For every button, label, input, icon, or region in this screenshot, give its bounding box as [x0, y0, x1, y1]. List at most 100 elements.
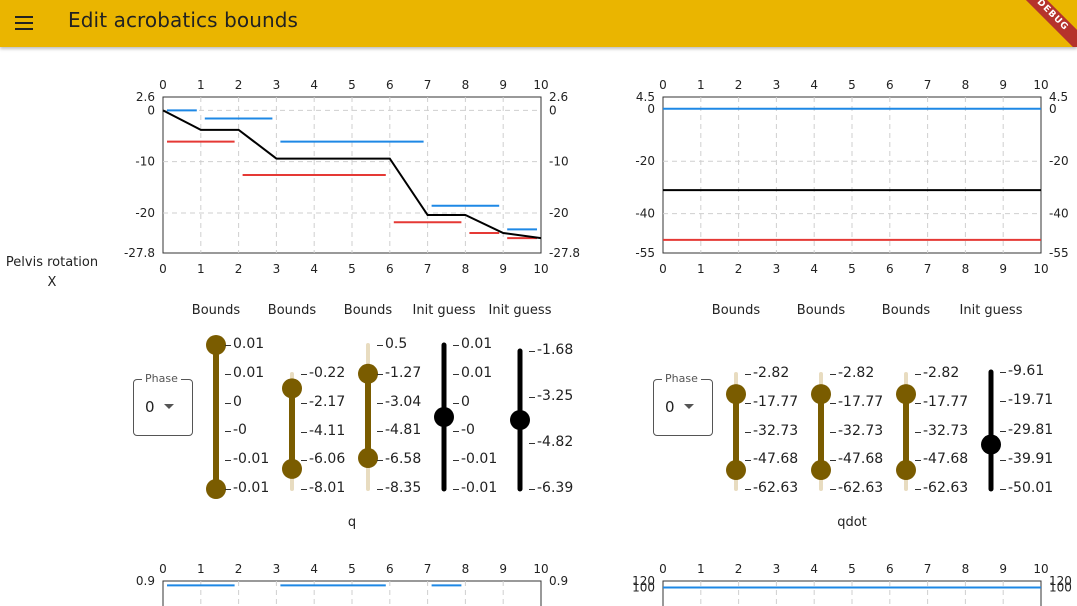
init-guess-line [162, 109, 542, 240]
slider-tick-mark [745, 489, 751, 490]
slider-title: Bounds [881, 303, 931, 318]
slider-tick-mark [830, 489, 836, 490]
slider-tick-label: -6.39 [537, 480, 574, 496]
slider-tick-mark [745, 431, 751, 433]
slider-tick-label: 0.01 [461, 364, 493, 381]
slider-track-area[interactable] [353, 330, 383, 504]
q-phase-dropdown[interactable]: Phase 0 [133, 372, 193, 436]
x-tick-label-top: 5 [348, 78, 356, 92]
slider-track-area[interactable] [806, 359, 836, 504]
slider-thumb-upper [896, 384, 916, 405]
x-tick-label-bottom: 4 [810, 262, 818, 276]
y-tick-label-left: -27.8 [124, 246, 155, 260]
slider-track-area[interactable] [891, 359, 921, 504]
plot-frame [662, 96, 1042, 254]
x-tick-label-top: 7 [424, 562, 432, 576]
slider-tick-label: -3.25 [537, 388, 574, 404]
slider-tick-label: -17.77 [923, 393, 969, 410]
y-tick-label-right: -40 [1049, 207, 1069, 221]
x-tick-label-top: 3 [273, 562, 281, 576]
y-tick-label-right: 4.5 [1049, 90, 1068, 104]
x-tick-label-bottom: 6 [386, 262, 394, 276]
slider-tick-label: -32.73 [753, 422, 799, 439]
slider-tick-mark [377, 373, 383, 375]
slider-tick-label: -29.81 [1008, 421, 1054, 438]
slider-thumb-lower [282, 458, 302, 479]
slider-thumb [981, 434, 1001, 455]
slider-tick-label: -0.01 [461, 451, 498, 468]
slider-tick-mark [529, 489, 535, 490]
x-tick-label-top: 4 [810, 78, 818, 92]
slider-tick-mark [453, 460, 459, 462]
x-tick-label-top: 9 [999, 562, 1007, 576]
slider-tick-label: -2.82 [838, 365, 875, 381]
slider-tick-label: -32.73 [923, 422, 969, 439]
phase-value: 0 [145, 398, 155, 416]
slider-thumb-lower [358, 448, 378, 469]
x-tick-label-bottom: 1 [697, 262, 705, 276]
row-label-line1: Pelvis rotation [5, 255, 99, 270]
x-tick-label-bottom: 4 [310, 262, 318, 276]
y-tick-label-left: -55 [635, 246, 655, 260]
slider-track-area[interactable] [429, 330, 459, 504]
slider-track-area[interactable] [505, 336, 535, 504]
slider-tick-label: -9.61 [1008, 363, 1045, 379]
slider-tick-label: -0.01 [461, 480, 498, 496]
slider-tick-label: -17.77 [838, 393, 884, 410]
slider-tick-mark [377, 431, 383, 433]
y-tick-label-right: -27.8 [549, 246, 580, 260]
y-tick-label-left: 4.5 [636, 90, 655, 104]
x-tick-label-top: 9 [999, 78, 1007, 92]
x-tick-label-top: 1 [197, 78, 205, 92]
slider-tick-mark [225, 431, 231, 433]
slider-track-area[interactable] [721, 359, 751, 504]
slider-thumb-upper [206, 335, 226, 355]
slider-tick-label: -0.01 [233, 480, 270, 496]
x-tick-label-top: 2 [735, 78, 743, 92]
slider-tick-label: -47.68 [923, 451, 969, 468]
slider-track-area[interactable] [277, 359, 307, 504]
slider-thumb-upper [811, 384, 831, 405]
slider-tick-mark [225, 489, 231, 490]
y-tick-label-right: -55 [1049, 246, 1069, 260]
slider-thumb [434, 407, 454, 427]
x-tick-label-bottom: 9 [499, 262, 507, 276]
x-tick-label-bottom: 8 [962, 262, 970, 276]
y-tick-label-left: -20 [635, 154, 655, 168]
slider-tick-label: -1.27 [385, 364, 422, 381]
qdot-phase-dropdown[interactable]: Phase 0 [653, 372, 713, 436]
slider-tick-mark [225, 460, 231, 462]
slider-tick-mark [225, 402, 231, 404]
slider-tick-label: 0.5 [385, 336, 408, 352]
y-tick-label-left: 0 [147, 103, 155, 117]
x-tick-label-bottom: 7 [424, 262, 432, 276]
slider-thumb-upper [358, 363, 378, 384]
slider-tick-label: -39.91 [1008, 450, 1054, 467]
x-tick-label-bottom: 1 [197, 262, 205, 276]
slider-tick-mark [453, 431, 459, 433]
slider-tick-mark [830, 431, 836, 433]
x-tick-label-top: 9 [499, 78, 507, 92]
slider-track-area[interactable] [201, 330, 231, 504]
x-tick-label-top: 6 [386, 562, 394, 576]
slider-tick-label: 0.01 [461, 336, 493, 352]
slider-tick-mark [225, 373, 231, 375]
slider-tick-label: -32.73 [838, 422, 884, 439]
slider-track-area[interactable] [976, 357, 1006, 504]
row-label: Pelvis rotation X [0, 253, 104, 293]
y-tick-label-right: 100 [1049, 581, 1072, 595]
x-tick-label-top: 7 [924, 562, 932, 576]
slider-tick-mark [529, 443, 535, 444]
slider-tick-mark [377, 460, 383, 462]
slider-tick-mark [915, 374, 921, 375]
phase-label: Phase [662, 372, 701, 385]
second-row-left-chart: 0 1 2 3 4 5 6 7 8 9 100.9 0.9 [136, 562, 568, 606]
menu-icon[interactable] [12, 10, 38, 36]
slider-title: Init guess [412, 303, 476, 318]
slider-tick-mark [830, 402, 836, 404]
slider-tick-mark [1000, 372, 1006, 373]
y-tick-label-right: 0.9 [549, 574, 568, 588]
slider-tick-mark [830, 374, 836, 375]
